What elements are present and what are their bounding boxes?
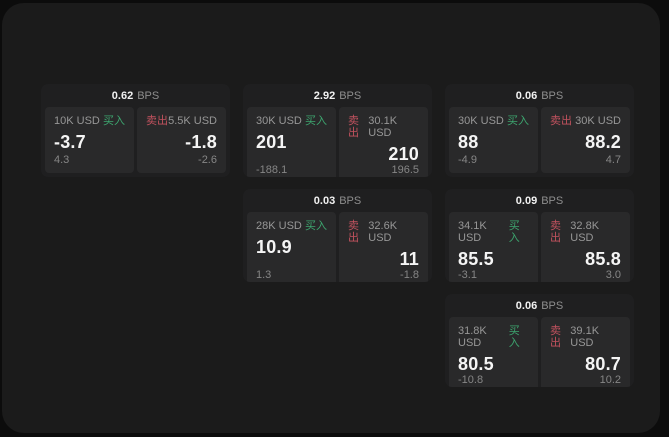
buy-price-value: 88 (458, 132, 479, 152)
buy-pane[interactable]: 10K USD 买入 -3.7 4.3 (45, 107, 134, 173)
pane-row: 31.8K USD 买入 80.5 -10.8 卖出 39.1K USD 80.… (445, 317, 634, 387)
pane-row: 34.1K USD 买入 85.5 -3.1 卖出 32.8K USD 85.8… (445, 212, 634, 282)
buy-pane[interactable]: 30K USD 买入 88 -4.9 (449, 107, 538, 173)
quote-card: 2.92 BPS 30K USD 买入 201 -188.1 卖出 30.1K … (243, 84, 432, 177)
buy-side-label: 买入 (508, 325, 520, 349)
sell-price-value: 85.8 (585, 249, 621, 269)
quote-card: 0.06 BPS 30K USD 买入 88 -4.9 卖出 30K USD (445, 84, 634, 177)
quote-card: 0.06 BPS 31.8K USD 买入 80.5 -10.8 卖出 39.1… (445, 294, 634, 387)
sell-size-label: 39.1K USD (570, 325, 600, 349)
buy-pane[interactable]: 28K USD 买入 10.9 1.3 (247, 212, 336, 282)
buy-size-label: 30K USD (458, 115, 504, 127)
bps-unit-label: BPS (339, 194, 362, 207)
sell-size-label: 30K USD (575, 115, 621, 127)
buy-size-label: 30K USD (256, 115, 302, 127)
bps-unit-label: BPS (541, 89, 564, 102)
card-header: 0.06 BPS (445, 294, 634, 317)
buy-change-value: -3.1 (458, 269, 477, 281)
buy-price-value: -3.7 (54, 132, 86, 152)
cards-grid: 0.62 BPS 10K USD 买入 -3.7 4.3 卖出 5.5K USD (41, 84, 634, 387)
buy-change-value: 1.3 (256, 269, 272, 281)
buy-side-label: 买入 (507, 115, 529, 127)
bps-value: 2.92 (313, 89, 336, 102)
buy-size-label: 10K USD (54, 115, 100, 127)
buy-change-value: -188.1 (256, 164, 288, 176)
buy-side-label: 买入 (305, 220, 327, 232)
buy-change-value: -4.9 (458, 154, 477, 166)
pane-row: 28K USD 买入 10.9 1.3 卖出 32.6K USD 11 -1.8 (243, 212, 432, 282)
card-header: 0.62 BPS (41, 84, 230, 107)
bps-unit-label: BPS (137, 89, 160, 102)
buy-size-label: 28K USD (256, 220, 302, 232)
buy-change-value: 4.3 (54, 154, 70, 166)
card-header: 0.09 BPS (445, 189, 634, 212)
bps-value: 0.62 (111, 89, 134, 102)
buy-size-label: 31.8K USD (458, 325, 487, 349)
sell-pane[interactable]: 卖出 39.1K USD 80.7 10.2 (541, 317, 630, 387)
bps-value: 0.03 (313, 194, 336, 207)
sell-change-value: 4.7 (605, 154, 621, 166)
sell-pane[interactable]: 卖出 32.8K USD 85.8 3.0 (541, 212, 630, 282)
sell-side-label: 卖出 (550, 325, 561, 349)
bps-unit-label: BPS (541, 194, 564, 207)
buy-pane[interactable]: 31.8K USD 买入 80.5 -10.8 (449, 317, 538, 387)
sell-price-value: 210 (388, 144, 419, 164)
sell-price-value: 11 (399, 249, 419, 269)
bps-value: 0.06 (515, 89, 538, 102)
bps-value: 0.09 (515, 194, 538, 207)
sell-change-value: -2.6 (198, 154, 217, 166)
sell-side-label: 卖出 (550, 115, 572, 127)
sell-pane[interactable]: 卖出 32.6K USD 11 -1.8 (339, 212, 428, 282)
pane-row: 30K USD 买入 201 -188.1 卖出 30.1K USD 210 1… (243, 107, 432, 177)
sell-size-label: 5.5K USD (168, 115, 217, 127)
card-header: 2.92 BPS (243, 84, 432, 107)
sell-change-value: 196.5 (391, 164, 419, 176)
buy-side-label: 买入 (103, 115, 125, 127)
buy-price-value: 10.9 (256, 237, 292, 257)
bps-value: 0.06 (515, 299, 538, 312)
sell-side-label: 卖出 (348, 115, 359, 139)
sell-pane[interactable]: 卖出 5.5K USD -1.8 -2.6 (137, 107, 226, 173)
card-header: 0.06 BPS (445, 84, 634, 107)
sell-price-value: 88.2 (585, 132, 621, 152)
sell-change-value: 10.2 (599, 374, 621, 386)
bps-unit-label: BPS (541, 299, 564, 312)
buy-price-value: 80.5 (458, 354, 494, 374)
buy-side-label: 买入 (508, 220, 520, 244)
sell-change-value: -1.8 (400, 269, 419, 281)
sell-side-label: 卖出 (550, 220, 561, 244)
sell-side-label: 卖出 (348, 220, 359, 244)
buy-price-value: 85.5 (458, 249, 494, 269)
quote-card: 0.09 BPS 34.1K USD 买入 85.5 -3.1 卖出 32.8K… (445, 189, 634, 282)
sell-size-label: 30.1K USD (368, 115, 398, 139)
sell-price-value: -1.8 (185, 132, 217, 152)
sell-pane[interactable]: 卖出 30K USD 88.2 4.7 (541, 107, 630, 173)
sell-pane[interactable]: 卖出 30.1K USD 210 196.5 (339, 107, 428, 177)
sell-size-label: 32.8K USD (570, 220, 600, 244)
sell-side-label: 卖出 (146, 115, 168, 127)
buy-side-label: 买入 (305, 115, 327, 127)
buy-price-value: 201 (256, 132, 287, 152)
pane-row: 30K USD 买入 88 -4.9 卖出 30K USD 88.2 4.7 (445, 107, 634, 177)
quote-card: 0.62 BPS 10K USD 买入 -3.7 4.3 卖出 5.5K USD (41, 84, 230, 177)
buy-pane[interactable]: 30K USD 买入 201 -188.1 (247, 107, 336, 177)
sell-price-value: 80.7 (585, 354, 621, 374)
sell-change-value: 3.0 (605, 269, 621, 281)
quote-card: 0.03 BPS 28K USD 买入 10.9 1.3 卖出 32.6K US… (243, 189, 432, 282)
sell-size-label: 32.6K USD (368, 220, 398, 244)
buy-pane[interactable]: 34.1K USD 买入 85.5 -3.1 (449, 212, 538, 282)
quote-board-panel: 0.62 BPS 10K USD 买入 -3.7 4.3 卖出 5.5K USD (2, 3, 660, 433)
buy-size-label: 34.1K USD (458, 220, 487, 244)
buy-change-value: -10.8 (458, 374, 484, 386)
card-header: 0.03 BPS (243, 189, 432, 212)
pane-row: 10K USD 买入 -3.7 4.3 卖出 5.5K USD -1.8 -2.… (41, 107, 230, 177)
bps-unit-label: BPS (339, 89, 362, 102)
